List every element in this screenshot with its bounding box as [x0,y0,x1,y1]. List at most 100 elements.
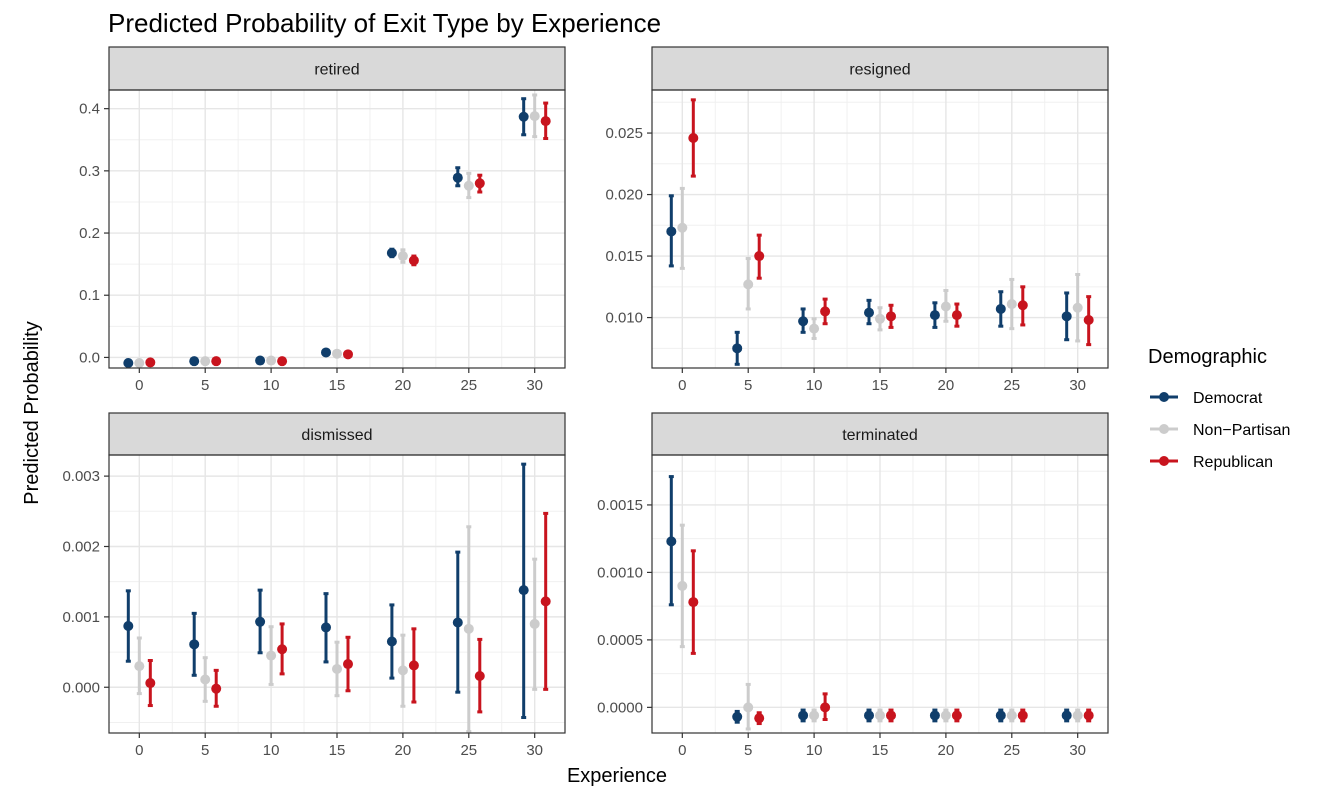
x-tick-label: 10 [806,377,823,394]
data-point [343,349,353,360]
data-point [995,303,1006,314]
data-point [255,616,266,627]
data-point [134,358,145,369]
data-point [529,618,540,629]
data-point [732,711,743,722]
data-point [408,660,419,671]
x-tick-label: 25 [460,377,477,394]
data-point [940,301,951,312]
data-point [211,683,222,694]
y-tick-label: 0.001 [62,609,100,626]
data-point [951,310,962,321]
data-point [266,650,277,661]
x-tick-label: 5 [201,742,209,759]
legend: Demographic Democrat Non−Partisan Republic… [1148,346,1290,471]
facet-strip [108,46,566,91]
series-0 [666,475,1072,724]
series-2 [688,549,1094,726]
data-point [397,665,408,676]
legend-entry: Democrat [1150,390,1263,407]
data-point [1017,710,1028,721]
series-1 [134,525,540,734]
data-point [540,596,551,607]
legend-label: Non−Partisan [1193,422,1290,439]
x-tick-label: 25 [1003,742,1020,759]
data-point [677,222,688,233]
series-0 [123,97,529,369]
x-tick-label: 30 [526,742,543,759]
data-point [864,307,874,318]
data-point [332,348,342,359]
legend-label: Republican [1193,454,1273,471]
y-tick-label: 0.0010 [597,564,643,581]
series-0 [666,194,1072,366]
data-point [189,639,200,650]
data-point [145,678,156,689]
y-tick-label: 0.002 [62,538,100,555]
series-1 [677,523,1083,731]
data-point [408,255,419,266]
y-tick-label: 0.0005 [597,632,643,649]
x-tick-label: 30 [1069,742,1086,759]
data-point [386,247,397,258]
x-tick-label: 5 [201,377,209,394]
y-tick-label: 0.003 [62,468,100,485]
panel-retired: retired 0.0 0.1 0.2 0.3 0.4 0 5 10 15 20 25 30 [79,46,566,394]
data-point [386,636,397,647]
data-point [886,710,896,721]
y-tick-label: 0.025 [605,125,643,142]
data-point [211,356,222,367]
data-point [200,674,211,685]
data-point [321,347,331,358]
x-tick-label: 0 [135,377,143,394]
series-2 [688,98,1094,347]
y-tick-label: 0.000 [62,679,100,696]
x-tick-label: 20 [938,742,955,759]
data-point [875,710,885,721]
data-point [820,702,831,713]
series-2 [145,101,551,368]
data-point [540,116,551,127]
data-point [1083,315,1094,326]
x-tick-label: 20 [938,377,955,394]
x-tick-label: 15 [329,742,346,759]
data-point [732,343,743,354]
data-point [474,178,485,189]
legend-key-point [1159,456,1169,466]
data-point [518,111,529,122]
data-point [189,356,200,367]
panel-terminated: terminated 0.0000 0.0005 0.0010 0.0015 0 5 10 15… [597,412,1109,759]
data-point [332,663,342,674]
x-tick-label: 15 [872,377,889,394]
x-tick-label: 20 [395,742,412,759]
data-point [452,617,463,628]
data-point [200,356,211,367]
data-point [123,621,134,632]
legend-title: Demographic [1148,346,1267,368]
x-tick-label: 5 [744,377,752,394]
data-point [809,710,820,721]
data-point [277,644,288,655]
data-point [1083,710,1094,721]
panel-resigned: resigned 0.010 0.015 0.020 0.025 0 5 10 15 20 25 30 [605,46,1109,394]
panel-dismissed: dismissed 0.000 0.001 0.002 0.003 0 5 10 15 20 25 3… [62,412,566,759]
data-point [688,132,699,143]
data-point [343,659,353,670]
facet-strip-label: dismissed [301,427,372,444]
data-point [666,536,677,547]
data-point [529,111,540,122]
data-point [951,710,962,721]
x-tick-label: 15 [872,742,889,759]
y-axis-title: Predicted Probability [21,321,43,504]
data-point [277,356,288,367]
x-tick-label: 15 [329,377,346,394]
data-point [809,323,820,334]
y-tick-label: 0.0000 [597,699,643,716]
data-point [134,661,145,672]
y-tick-label: 0.010 [605,310,643,327]
data-point [688,597,699,608]
data-point [929,310,940,321]
y-tick-label: 0.1 [79,287,100,304]
x-tick-label: 10 [263,377,280,394]
